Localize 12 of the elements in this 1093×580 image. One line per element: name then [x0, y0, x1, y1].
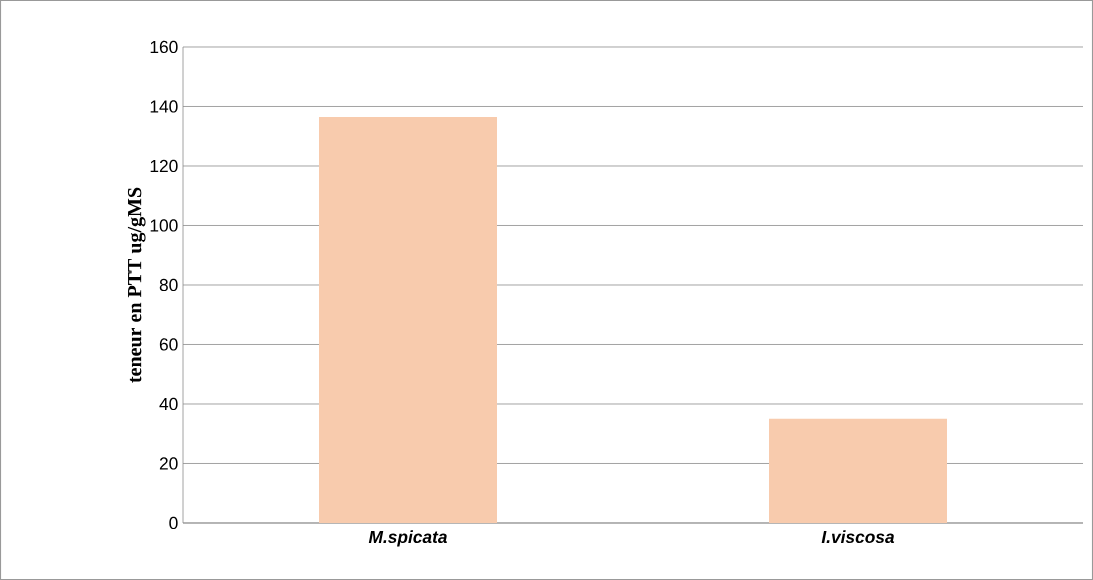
y-tick-label: 100: [150, 219, 178, 232]
y-tick-label: 60: [159, 338, 178, 351]
y-tick-label: 0: [169, 516, 178, 530]
y-tick-label: 20: [159, 457, 178, 470]
y-tick-label: 140: [150, 100, 178, 113]
x-tick-label: M.spicata: [368, 530, 447, 547]
y-axis-title: teneur en PTT ug/gMS: [127, 187, 146, 383]
y-tick-label: 40: [159, 397, 178, 411]
y-tick-label: 120: [150, 159, 178, 173]
x-tick-label: I.viscosa: [821, 530, 895, 544]
y-tick-label: 160: [150, 40, 178, 54]
y-tick-label: 80: [159, 278, 178, 292]
